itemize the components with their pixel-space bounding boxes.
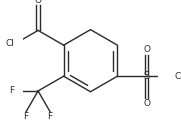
Text: O: O	[143, 99, 150, 108]
Text: F: F	[23, 112, 29, 121]
Text: O: O	[143, 45, 150, 54]
Text: Cl: Cl	[5, 39, 14, 48]
Text: CH₃: CH₃	[175, 72, 181, 81]
Text: F: F	[48, 112, 53, 121]
Text: O: O	[35, 0, 42, 5]
Text: S: S	[144, 71, 150, 81]
Text: F: F	[9, 86, 14, 96]
